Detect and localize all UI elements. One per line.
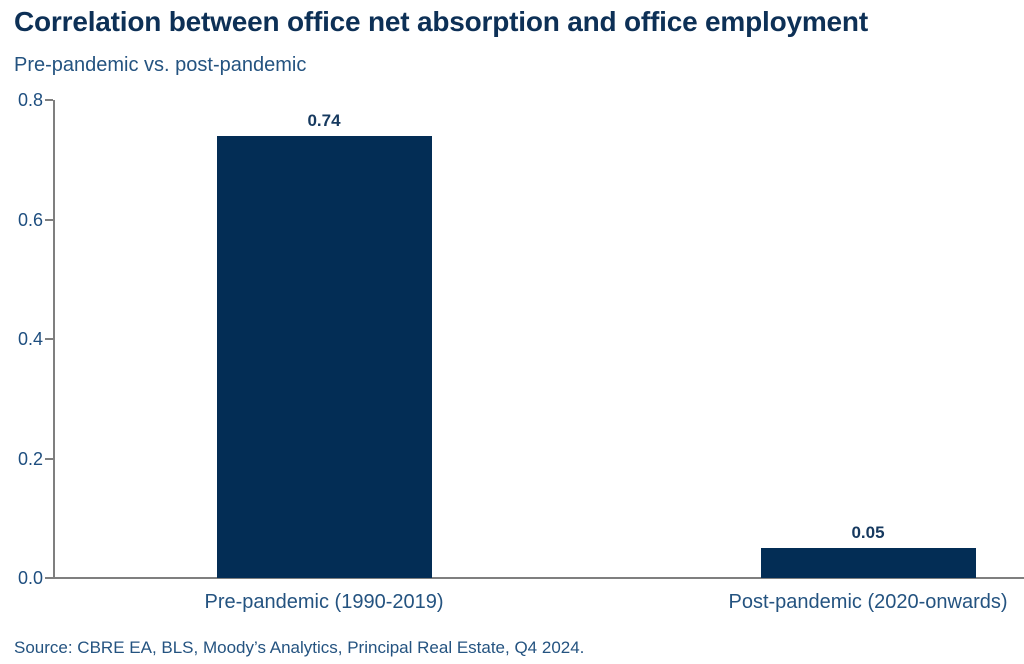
- bar-value-label-pre-pandemic: 0.74: [307, 111, 341, 130]
- source-note: Source: CBRE EA, BLS, Moody’s Analytics,…: [14, 638, 585, 657]
- y-axis-tick: [45, 99, 53, 101]
- chart-title: Correlation between office net absorptio…: [14, 6, 868, 37]
- y-axis-tick-label: 0.4: [17, 329, 43, 349]
- chart-subtitle: Pre-pandemic vs. post-pandemic: [14, 54, 307, 76]
- y-axis-tick-label: 0.6: [17, 209, 43, 230]
- x-axis-line: [53, 577, 1024, 579]
- y-axis-tick-label: 0.0: [17, 568, 43, 588]
- y-axis-tick-label: 0.2: [17, 448, 43, 469]
- y-axis-tick: [45, 338, 53, 340]
- y-axis-tick: [45, 218, 53, 221]
- y-axis-tick: [45, 457, 53, 460]
- y-axis-line: [53, 100, 55, 578]
- y-axis-tick-label: 0.8: [17, 90, 43, 110]
- x-category-label-pre-pandemic: Pre-pandemic (1990-2019): [204, 591, 444, 613]
- y-axis-tick: [45, 577, 53, 579]
- bar-post-pandemic: [760, 548, 976, 578]
- bar-pre-pandemic: [216, 136, 432, 578]
- x-category-label-post-pandemic: Post-pandemic (2020-onwards): [728, 591, 1008, 613]
- bar-value-label-post-pandemic: 0.05: [851, 523, 885, 542]
